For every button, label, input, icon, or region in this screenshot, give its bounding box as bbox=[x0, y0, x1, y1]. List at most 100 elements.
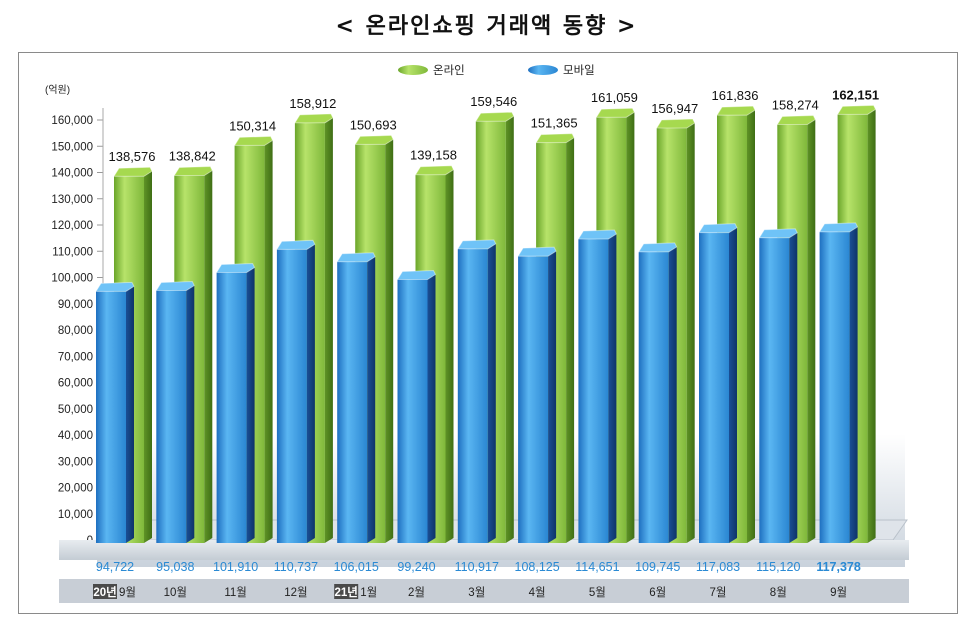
year-badge bbox=[334, 584, 359, 599]
y-tick-label: 20,000 bbox=[58, 483, 93, 495]
mobile-bar bbox=[698, 223, 738, 544]
mobile-bar-side bbox=[608, 234, 617, 543]
online-bar-cap bbox=[474, 111, 515, 122]
mobile-bar bbox=[456, 239, 497, 543]
y-tick-label: 110,000 bbox=[52, 246, 93, 258]
online-value-label: 158,912 bbox=[289, 96, 336, 111]
mobile-bar-cap bbox=[95, 281, 135, 292]
mobile-value-label: 110,737 bbox=[274, 560, 318, 574]
mobile-bar-side bbox=[668, 246, 677, 543]
mobile-value-label: 95,038 bbox=[156, 560, 194, 574]
y-tick-label: 70,000 bbox=[58, 351, 93, 363]
online-legend-label: 온라인 bbox=[433, 64, 465, 77]
month-label: 7월 bbox=[710, 586, 727, 599]
mobile-bar bbox=[215, 262, 256, 543]
mobile-bar-side bbox=[548, 251, 557, 543]
month-label: 1월 bbox=[360, 586, 377, 599]
mobile-value-label: 101,910 bbox=[213, 560, 258, 574]
y-tick-label: 150,000 bbox=[51, 141, 93, 153]
mobile-bar-cap bbox=[637, 242, 678, 253]
month-label: 2월 bbox=[408, 586, 425, 599]
mobile-bar-front bbox=[216, 272, 247, 543]
y-tick-label: 120,000 bbox=[51, 220, 93, 232]
mobile-bar-side bbox=[849, 226, 858, 543]
mobile-bar-cap bbox=[698, 223, 738, 234]
mobile-bar-side bbox=[126, 286, 134, 543]
online-bar-cap bbox=[836, 104, 877, 115]
mobile-bar-cap bbox=[336, 252, 376, 263]
mobile-bar-cap bbox=[758, 228, 798, 239]
month-label: 11월 bbox=[224, 586, 247, 599]
mobile-bar-front bbox=[578, 239, 609, 543]
online-bar-cap bbox=[655, 118, 696, 129]
category-band bbox=[59, 579, 909, 603]
online-bar-cap bbox=[113, 166, 153, 177]
mobile-bar-cap bbox=[818, 222, 859, 233]
month-label: 12월 bbox=[284, 586, 307, 599]
mobile-value-label: 106,015 bbox=[334, 560, 379, 574]
y-tick-label: 140,000 bbox=[51, 168, 93, 180]
online-shopping-chart: (억원)010,00020,00030,00040,00050,00060,00… bbox=[45, 63, 909, 603]
online-bar-side bbox=[807, 119, 816, 543]
mobile-bar bbox=[275, 239, 316, 543]
mobile-bar-side bbox=[487, 243, 496, 543]
online-bar-side bbox=[747, 110, 755, 544]
mobile-value-label: 109,745 bbox=[635, 560, 680, 574]
mobile-value-label: 115,120 bbox=[756, 560, 800, 574]
online-bar-side bbox=[324, 117, 333, 543]
month-label: 9월 bbox=[119, 586, 136, 599]
y-tick-label: 50,000 bbox=[58, 404, 93, 416]
month-label: 9월 bbox=[830, 586, 847, 599]
mobile-bar bbox=[758, 228, 798, 543]
mobile-bar bbox=[818, 222, 859, 543]
mobile-bar-front bbox=[457, 248, 488, 543]
y-tick-label: 40,000 bbox=[58, 430, 93, 442]
mobile-bar-side bbox=[186, 285, 195, 543]
mobile-bar-cap bbox=[155, 281, 195, 292]
online-bar-side bbox=[385, 139, 394, 543]
mobile-bar bbox=[95, 281, 135, 543]
chart-frame: (억원)010,00020,00030,00040,00050,00060,00… bbox=[18, 52, 958, 614]
online-bar-side bbox=[264, 140, 273, 543]
mobile-bar-side bbox=[306, 244, 315, 543]
online-bar-cap bbox=[233, 135, 274, 146]
mobile-bar-side bbox=[246, 267, 255, 543]
online-value-label: 162,151 bbox=[832, 87, 879, 102]
mobile-bar-side bbox=[789, 232, 798, 543]
mobile-legend-label: 모바일 bbox=[563, 63, 595, 77]
mobile-bar bbox=[155, 281, 195, 543]
mobile-bar-front bbox=[156, 290, 187, 543]
chart-floor-front bbox=[59, 540, 909, 560]
mobile-bar-front bbox=[819, 231, 850, 543]
online-value-label: 159,546 bbox=[470, 94, 517, 109]
online-value-label: 161,059 bbox=[591, 90, 638, 105]
month-label: 8월 bbox=[770, 586, 787, 599]
online-bar-side bbox=[144, 171, 152, 543]
y-axis-title: (억원) bbox=[45, 84, 70, 96]
mobile-bar-front bbox=[759, 237, 790, 543]
mobile-bar-front bbox=[96, 291, 126, 543]
mobile-value-label: 99,240 bbox=[397, 560, 435, 574]
y-tick-label: 160,000 bbox=[51, 115, 93, 127]
mobile-value-label: 94,722 bbox=[96, 560, 134, 574]
online-value-label: 158,274 bbox=[772, 98, 819, 113]
mobile-bar-side bbox=[367, 256, 376, 543]
mobile-bar-side bbox=[729, 227, 737, 544]
online-bar-side bbox=[626, 112, 635, 543]
mobile-bar-cap bbox=[577, 229, 618, 240]
month-label: 10월 bbox=[164, 586, 187, 599]
mobile-bar bbox=[336, 252, 376, 543]
y-tick-label: 80,000 bbox=[58, 325, 93, 337]
year-label: 21년 bbox=[335, 585, 358, 599]
mobile-bar-front bbox=[699, 232, 729, 544]
online-bar-cap bbox=[535, 133, 575, 144]
online-bar-side bbox=[686, 123, 695, 543]
online-value-label: 138,576 bbox=[109, 149, 156, 164]
online-bar-side bbox=[505, 116, 514, 544]
online-value-label: 138,842 bbox=[169, 149, 216, 164]
mobile-bar-cap bbox=[456, 239, 497, 250]
mobile-bar-cap bbox=[215, 262, 256, 273]
page-title: < 온라인쇼핑 거래액 동향 > bbox=[335, 14, 638, 39]
online-value-label: 150,693 bbox=[350, 117, 397, 132]
online-bar-cap bbox=[595, 107, 636, 118]
